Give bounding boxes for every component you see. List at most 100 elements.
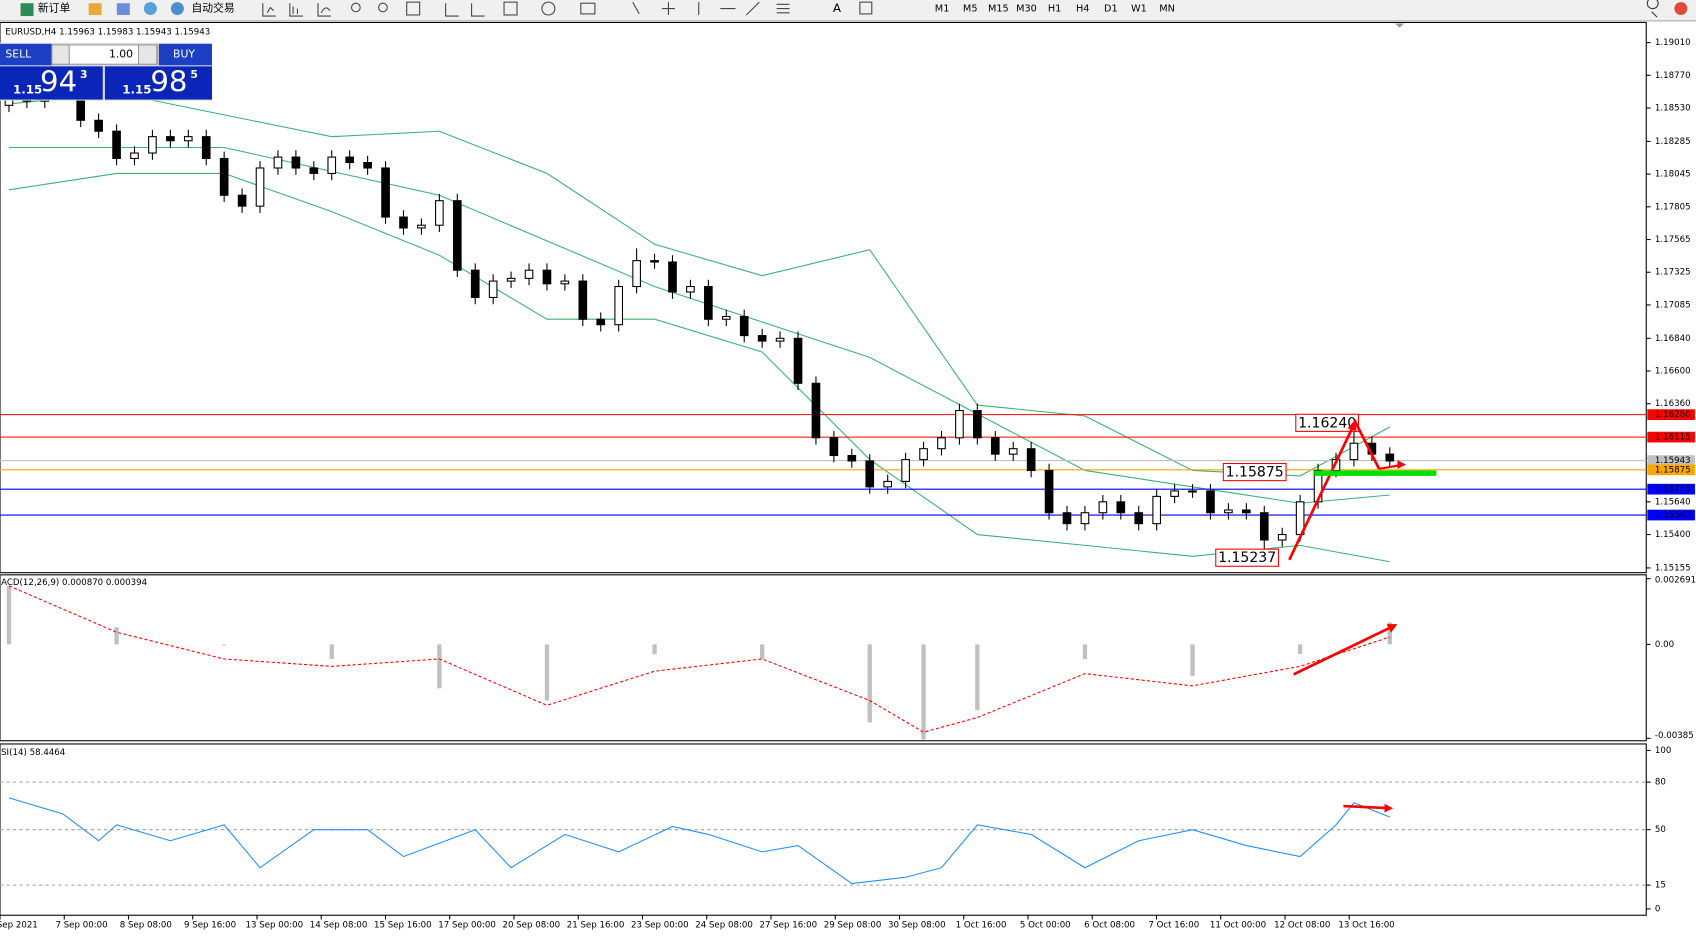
x-tick-label: 7 Oct 16:00: [1148, 920, 1199, 930]
y-tick-label: -0.00385: [1655, 731, 1694, 741]
rsi-line: [8, 797, 1390, 885]
y-tick-label: 1.18285: [1655, 137, 1691, 147]
y-tick-label: 0.002691: [1655, 576, 1696, 586]
timeframe-button[interactable]: W1: [1131, 4, 1147, 15]
y-tick-label: 0: [1655, 904, 1660, 914]
lot-decrease[interactable]: [51, 44, 70, 65]
y-tick-label: 1.15400: [1655, 530, 1691, 540]
lot-value[interactable]: 1.00: [109, 48, 133, 61]
main-panel: [0, 21, 1647, 574]
candle-body: [829, 437, 839, 457]
y-tick-label: 1.19010: [1655, 38, 1691, 48]
candle-body: [255, 167, 265, 207]
candle-body: [793, 337, 803, 384]
candle-body: [919, 448, 928, 461]
y-tick-label: 1.15640: [1655, 497, 1691, 507]
price-level-label: 1.15943: [1655, 456, 1691, 466]
candle-body: [955, 410, 964, 439]
y-tick-label: 1.17565: [1655, 235, 1691, 245]
timeframe-button[interactable]: D1: [1104, 4, 1118, 15]
search-icon[interactable]: [1646, 0, 1659, 18]
plot-layer: EURUSD,H4 1.15963 1.15983 1.15943 1.1594…: [0, 28, 1696, 930]
candle-body: [650, 260, 659, 263]
candle-body: [1134, 512, 1144, 525]
notification-icon[interactable]: [1674, 2, 1688, 15]
new-order-icon[interactable]: [20, 3, 34, 17]
x-tick-label: 12 Oct 08:00: [1274, 920, 1330, 930]
x-tick-label: 15 Sep 16:00: [374, 920, 432, 930]
toolbar-icon[interactable]: [116, 3, 130, 15]
annotation-text: 1.15237: [1218, 550, 1276, 566]
buy-label[interactable]: BUY: [173, 48, 195, 61]
price-level-label: 1.16280: [1655, 410, 1691, 420]
symbol-info: EURUSD,H4 1.15963 1.15983 1.15943 1.1594…: [5, 28, 210, 38]
buy-button[interactable]: [159, 43, 212, 66]
buy-price-big: 98: [150, 65, 187, 99]
price-level-label: 1.15543: [1655, 511, 1691, 521]
price-level-tag: [1647, 409, 1695, 420]
sell-label[interactable]: SELL: [5, 48, 31, 61]
candle-body: [542, 269, 552, 285]
buy-price-box[interactable]: [104, 66, 212, 100]
candle-body: [686, 286, 695, 293]
sell-button[interactable]: [0, 43, 52, 66]
new-order-button[interactable]: 新订单: [38, 2, 71, 15]
toolbar-icon[interactable]: [143, 2, 157, 15]
candle-body: [309, 167, 319, 174]
candle-body: [1008, 448, 1018, 455]
toolbar-tools[interactable]: A: [262, 1, 873, 17]
price-level-label: 1.16115: [1655, 433, 1691, 443]
candle-body: [488, 280, 498, 298]
auto-trading-icon[interactable]: [170, 2, 184, 15]
timeframe-button[interactable]: H1: [1048, 4, 1062, 15]
sell-price-box[interactable]: [0, 66, 103, 100]
x-tick-label: 24 Sep 08:00: [695, 920, 753, 930]
candle-body: [775, 337, 785, 342]
shift-marker: [1395, 23, 1404, 28]
candle-body: [1080, 512, 1090, 525]
macd-bar: [1190, 644, 1195, 677]
x-tick-label: 5 Oct 00:00: [1020, 920, 1071, 930]
timeframe-button[interactable]: MN: [1159, 4, 1175, 15]
x-tick-label: 29 Sep 08:00: [824, 920, 882, 930]
trade-panel: SELL 1.00 BUY 1.15 94 3 1.15 98 5: [0, 42, 212, 101]
candle-body: [363, 162, 372, 169]
candle-body: [327, 156, 337, 174]
macd-bar: [1082, 644, 1088, 660]
candle-body: [148, 136, 157, 154]
timeframe-button[interactable]: M15: [988, 4, 1009, 15]
macd-bar: [1297, 644, 1303, 655]
candle-body: [1277, 534, 1287, 541]
macd-bar: [921, 644, 926, 740]
y-tick-label: 50: [1655, 825, 1666, 835]
price-level-label: 1.15875: [1655, 465, 1691, 475]
price-level-tag: [1647, 483, 1695, 495]
y-tick-label: 1.18045: [1655, 170, 1691, 180]
lot-increase[interactable]: [137, 44, 158, 65]
timeframe-button[interactable]: M5: [963, 4, 978, 15]
macd-bar: [6, 585, 12, 645]
candle-body: [1206, 490, 1215, 514]
bollinger-lower: [8, 172, 1390, 563]
y-tick-label: 1.16600: [1655, 367, 1691, 377]
toolbar-icon[interactable]: [88, 3, 102, 15]
candle-body: [937, 437, 946, 450]
macd-panel: [0, 574, 1647, 742]
price-level-label: 1.15733: [1655, 485, 1691, 495]
indicator-title: ACD(12,26,9) 0.000870 0.000394: [1, 578, 147, 588]
candle-body: [1242, 509, 1251, 514]
candle-body: [1224, 509, 1233, 514]
candle-body: [757, 335, 767, 342]
auto-trading-button[interactable]: 自动交易: [191, 2, 234, 15]
timeframe-button[interactable]: M1: [935, 4, 950, 15]
timeframe-button[interactable]: H4: [1076, 4, 1090, 15]
timeframe-button[interactable]: M30: [1016, 4, 1037, 15]
x-tick-label: Sep 2021: [0, 920, 38, 930]
candle-body: [1098, 501, 1108, 514]
candle-body: [883, 480, 893, 488]
x-tick-label: 7 Sep 00:00: [55, 920, 107, 930]
x-tick-label: 14 Sep 08:00: [310, 920, 368, 930]
candle-body: [1349, 442, 1359, 461]
candle-body: [219, 157, 229, 196]
